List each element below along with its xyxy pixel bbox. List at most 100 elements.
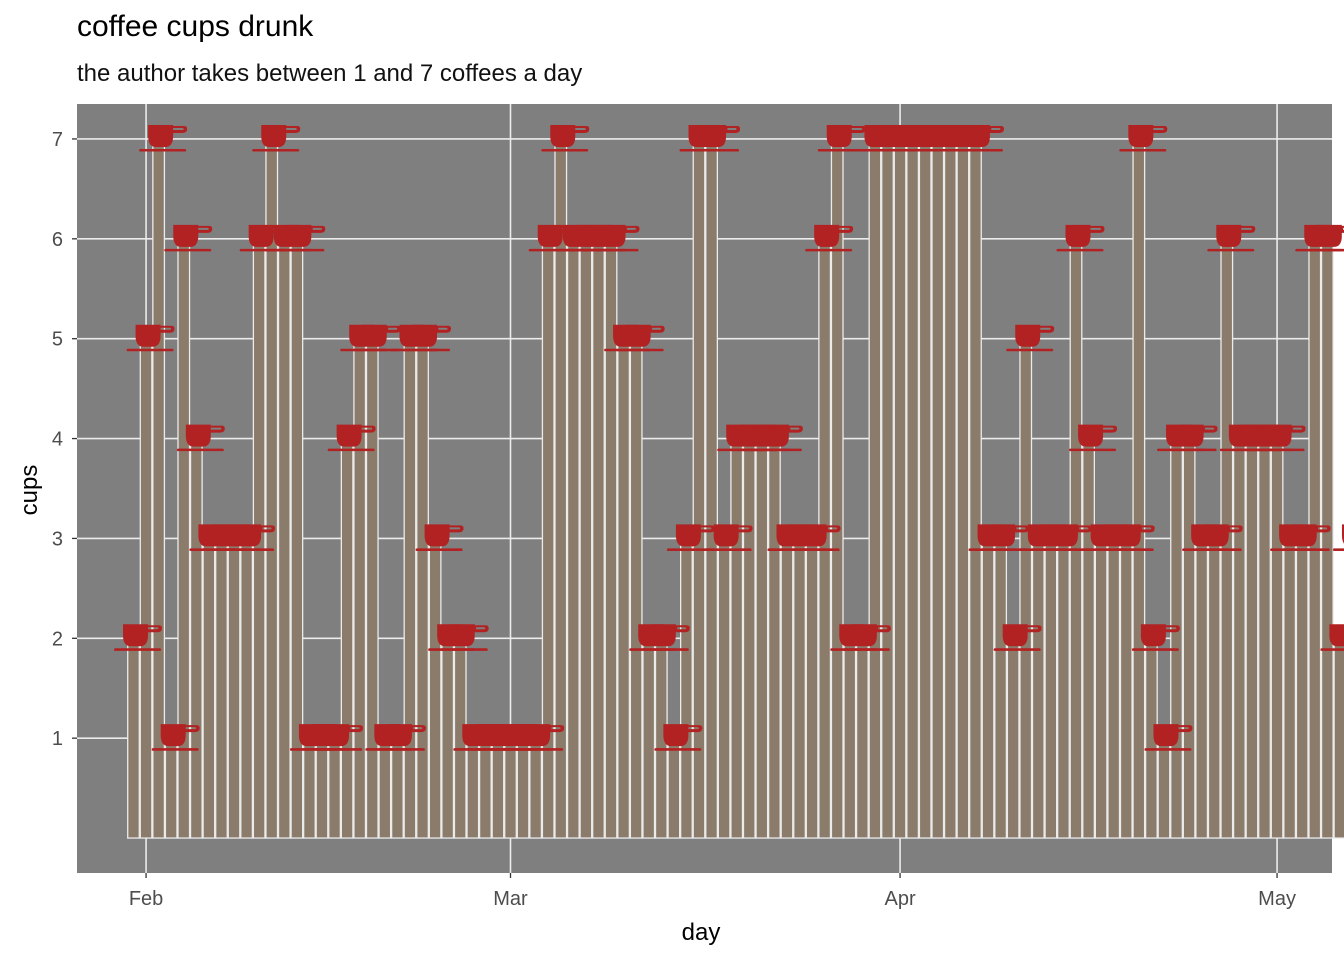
bar: [1295, 537, 1309, 839]
bar: [1182, 437, 1196, 839]
bar: [994, 537, 1008, 839]
bar: [215, 537, 228, 839]
coffee-cup-icon: [516, 724, 565, 751]
bar: [390, 737, 404, 839]
bar: [1157, 737, 1171, 839]
bar: [805, 537, 819, 839]
bar: [428, 537, 442, 839]
bar: [1094, 537, 1108, 839]
bar: [579, 238, 593, 839]
coffee-cup-icon: [114, 624, 162, 651]
y-tick-label: 6: [52, 229, 63, 251]
bar: [491, 737, 505, 839]
coffee-cup-icon: [792, 524, 841, 552]
coffee-cup-icon: [641, 624, 690, 651]
axes: 1 2 3 4 5 6 7 Feb Mar Apr May: [52, 129, 1296, 910]
y-tick-label: 2: [52, 628, 63, 650]
bar: [315, 737, 329, 839]
bar: [1232, 437, 1246, 839]
bar: [1107, 537, 1121, 839]
coffee-cup-icon: [315, 724, 364, 751]
bar: [240, 537, 254, 839]
bar: [1245, 437, 1259, 839]
x-tick-label: Mar: [493, 888, 528, 910]
bar: [139, 338, 153, 839]
coffee-cup-icon: [227, 524, 276, 552]
x-tick-label: May: [1258, 888, 1296, 910]
coffee-cup-icon: [541, 124, 590, 152]
y-axis-title: cups: [16, 465, 43, 516]
coffee-cup-icon: [1069, 424, 1118, 452]
bar: [290, 238, 304, 839]
bar: [1082, 437, 1095, 839]
coffee-cup-icon: [1056, 224, 1105, 252]
bar: [767, 437, 781, 839]
bar: [617, 338, 631, 839]
coffee-cup-icon: [440, 624, 489, 651]
y-tick-label: 4: [52, 429, 63, 451]
bar: [943, 138, 957, 839]
bar: [680, 537, 693, 839]
y-tick-label: 3: [52, 528, 63, 550]
bar: [1258, 437, 1271, 839]
bar: [667, 737, 681, 839]
bar: [1019, 338, 1033, 839]
coffee-cup-icon: [1131, 624, 1180, 651]
coffee-cup-icon: [1282, 524, 1331, 552]
bar: [1057, 537, 1070, 839]
coffee-cup-icon: [1169, 424, 1218, 452]
bar: [365, 338, 379, 839]
bar: [730, 437, 744, 839]
bar: [1320, 238, 1334, 839]
coffee-cup-icon: [955, 124, 1004, 152]
bar: [956, 138, 970, 839]
coffee-cup-icon: [176, 424, 225, 452]
coffee-cup-icon: [1043, 524, 1092, 552]
bar: [981, 537, 995, 839]
bar: [277, 238, 291, 839]
bar: [403, 338, 417, 839]
x-tick-label: Apr: [885, 888, 916, 910]
coffee-cup-icon: [139, 124, 188, 152]
x-tick-label: Feb: [129, 888, 163, 910]
bar: [705, 138, 718, 839]
coffee-cup-icon: [817, 124, 866, 152]
coffee-cup-icon: [1332, 524, 1344, 552]
coffee-cup-icon: [1257, 424, 1306, 452]
coffee-cup-icon: [704, 524, 753, 552]
y-tick-label: 5: [52, 329, 63, 351]
bar: [592, 238, 605, 839]
x-axis-title: day: [682, 919, 721, 946]
bar: [566, 238, 580, 839]
bar: [868, 138, 882, 839]
coffee-cup-icon: [654, 724, 703, 751]
bar: [189, 437, 203, 839]
bar: [529, 737, 543, 839]
bar: [227, 537, 241, 839]
coffee-cup-icon: [403, 324, 452, 352]
coffee-cup-icon: [692, 124, 741, 152]
bar: [416, 338, 429, 839]
bar: [855, 637, 869, 839]
y-tick-label: 1: [52, 728, 63, 750]
bar: [1333, 637, 1344, 839]
cup-markers: [114, 124, 1344, 751]
bar: [692, 138, 706, 839]
bar: [164, 737, 178, 839]
bar: [881, 138, 894, 839]
bar: [340, 437, 354, 839]
bar: [504, 737, 517, 839]
bar: [1132, 138, 1146, 839]
bar: [755, 437, 769, 839]
coffee-cup-icon: [993, 624, 1042, 651]
coffee-cup-icon: [164, 224, 213, 252]
bar: [441, 637, 455, 839]
bar: [843, 637, 857, 839]
bar: [127, 637, 140, 839]
bar: [1006, 637, 1020, 839]
bar: [1119, 537, 1133, 839]
coffee-cup-icon: [981, 524, 1030, 552]
coffee-cup-icon: [415, 524, 464, 552]
coffee-cup-icon: [252, 124, 301, 152]
